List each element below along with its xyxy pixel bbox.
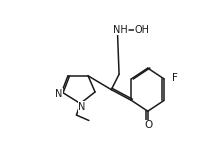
Text: NH: NH: [113, 25, 128, 35]
Text: F: F: [172, 73, 178, 83]
Text: N: N: [55, 89, 62, 98]
Text: OH: OH: [135, 25, 150, 35]
Text: O: O: [144, 120, 153, 130]
Text: N: N: [78, 102, 86, 112]
